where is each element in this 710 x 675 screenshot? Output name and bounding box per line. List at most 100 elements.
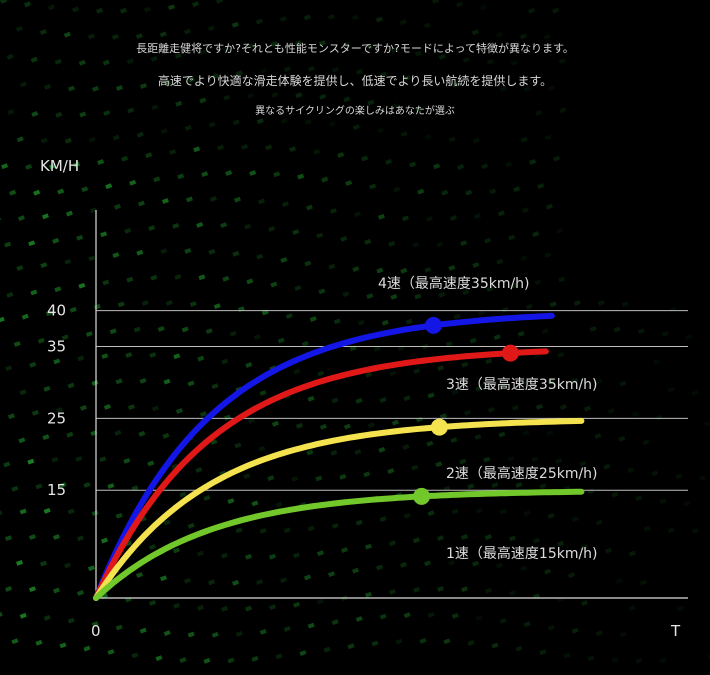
bg-dot: [16, 559, 24, 566]
bg-dot: [208, 579, 216, 586]
bg-dot: [211, 631, 219, 638]
bg-dot: [289, 146, 297, 153]
bg-dot: [327, 13, 335, 20]
bg-dot: [667, 386, 675, 393]
bg-dot: [73, 161, 81, 168]
bg-dot: [460, 240, 468, 247]
bg-dot: [177, 173, 185, 180]
bg-dot: [247, 417, 255, 424]
bg-dot: [28, 240, 36, 247]
bg-dot: [5, 365, 13, 372]
bg-dot: [343, 96, 351, 103]
bg-dot: [462, 56, 470, 63]
bg-dot: [144, 6, 152, 13]
bg-dot: [475, 385, 483, 392]
bg-dot: [28, 586, 37, 593]
bg-dot: [412, 241, 420, 248]
bg-dot: [379, 613, 387, 620]
bg-dot: [544, 252, 552, 258]
bg-dot: [475, 615, 483, 621]
bg-dot: [438, 291, 446, 298]
bg-dot: [571, 627, 579, 634]
bg-dot: [251, 500, 259, 507]
bg-dot: [11, 638, 19, 645]
bg-dot: [247, 92, 255, 99]
bg-dot: [253, 334, 261, 340]
bg-dot: [125, 352, 133, 358]
bg-dot: [426, 440, 434, 447]
bg-dot: [6, 53, 14, 60]
bg-dot: [24, 1, 32, 8]
bg-dot: [76, 590, 85, 596]
bg-dot: [161, 198, 169, 204]
bg-dot: [79, 404, 87, 411]
bg-dot: [313, 148, 321, 155]
bg-dot: [305, 204, 313, 211]
bg-dot: [129, 179, 137, 186]
bg-dot: [29, 361, 37, 368]
bg-dot: [309, 316, 317, 322]
bg-dot: [147, 460, 155, 467]
bg-dot: [107, 483, 115, 489]
bg-dot: [172, 222, 180, 229]
bg-dot: [246, 43, 254, 49]
bg-dot: [297, 173, 305, 180]
bg-dot: [13, 341, 21, 347]
bg-dot: [251, 655, 259, 662]
bg-dot: [427, 392, 435, 399]
bg-dot: [523, 510, 531, 517]
bg-dot: [449, 215, 457, 221]
bg-dot: [54, 58, 62, 65]
bg-dot: [185, 196, 193, 203]
bg-dot: [510, 59, 518, 66]
bg-dot: [3, 461, 11, 468]
bg-dot: [424, 560, 432, 567]
bg-dot: [208, 248, 216, 255]
bg-dot: [257, 198, 265, 205]
bg-dot: [353, 211, 361, 218]
bg-dot: [345, 180, 353, 186]
bg-dot: [547, 84, 555, 91]
bg-dot: [187, 631, 195, 638]
bg-dot: [115, 378, 123, 385]
bg-dot: [301, 340, 309, 347]
bg-dot: [221, 358, 229, 365]
y-tick-labels: 15 25 35 40: [47, 302, 66, 500]
bg-dot: [520, 136, 528, 143]
bg-dot: [553, 155, 561, 162]
bg-dot: [423, 22, 431, 29]
bg-dot: [472, 137, 480, 144]
bg-dot: [51, 456, 59, 463]
bg-dot: [223, 414, 231, 421]
bg-dot: [64, 137, 72, 144]
bg-dot: [259, 628, 267, 635]
bg-dot: [77, 355, 85, 362]
bg-dot: [139, 377, 147, 384]
bg-dot: [618, 435, 626, 442]
bg-dot: [451, 508, 459, 515]
bg-dot: [75, 455, 83, 462]
bg-dot: [616, 577, 624, 584]
bg-dot: [4, 241, 12, 248]
bg-dot: [307, 622, 315, 629]
bg-dot: [189, 301, 197, 307]
bg-dot: [333, 318, 341, 325]
bg-dot: [235, 70, 243, 77]
bg-dot: [453, 313, 461, 320]
bg-dot: [481, 163, 489, 170]
bg-dot: [594, 433, 602, 439]
bg-dot: [9, 189, 17, 196]
bg-dot: [148, 225, 156, 231]
bg-dot: [256, 253, 264, 260]
bg-dot: [549, 301, 557, 308]
bg-dot: [707, 653, 710, 660]
bg-dot: [244, 553, 252, 560]
bg-dot: [0, 510, 3, 517]
bg-dot: [613, 326, 621, 333]
bg-dot: [88, 255, 96, 262]
bg-dot: [83, 482, 91, 488]
bg-dot: [160, 248, 168, 255]
bg-dot: [54, 286, 62, 293]
chart-grid: [96, 310, 688, 491]
bg-dot: [461, 361, 469, 368]
